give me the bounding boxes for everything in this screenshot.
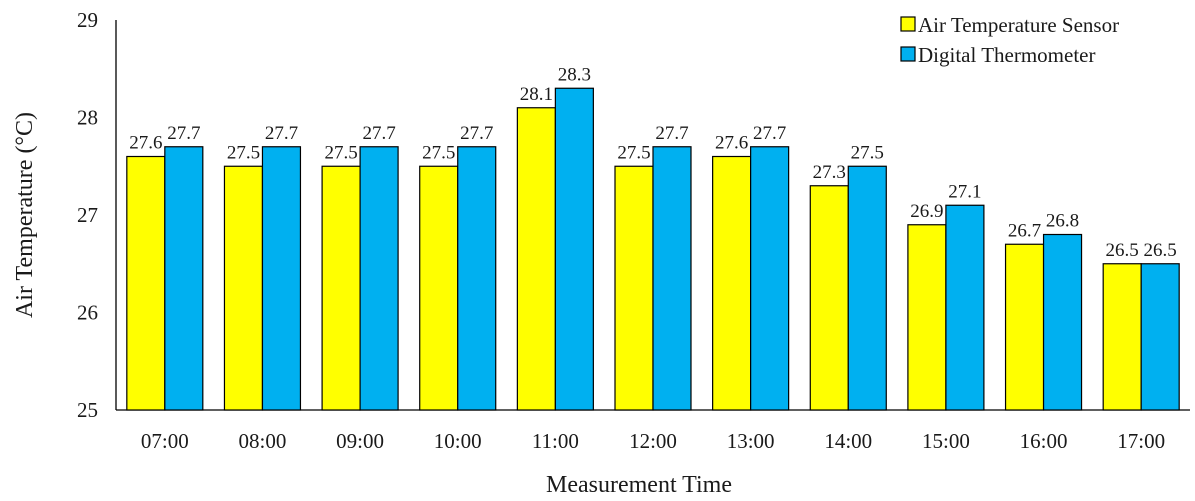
x-tick-label: 13:00 — [727, 429, 775, 453]
data-label: 27.3 — [813, 162, 846, 183]
legend-swatch — [900, 16, 916, 32]
data-label: 26.9 — [910, 201, 943, 222]
bar-air-temperature-sensor — [1102, 263, 1142, 411]
x-tick-label: 09:00 — [336, 429, 384, 453]
x-tick-label: 16:00 — [1020, 429, 1068, 453]
bar-digital-thermometer — [261, 146, 302, 411]
bar-digital-thermometer — [457, 146, 497, 411]
bar-air-temperature-sensor — [419, 165, 459, 411]
bar-air-temperature-sensor — [126, 155, 166, 411]
bars — [126, 87, 1180, 411]
data-label: 26.7 — [1008, 220, 1041, 241]
bar-digital-thermometer — [359, 146, 399, 411]
x-tick-label: 10:00 — [434, 429, 482, 453]
data-label: 27.1 — [948, 181, 981, 202]
data-label: 26.5 — [1144, 240, 1177, 261]
data-label: 27.7 — [753, 123, 786, 144]
x-tick-labels: 07:00 08:00 09:00 10:00 11:00 12:00 13:00 14:00… — [141, 429, 1165, 453]
data-label: 26.8 — [1046, 211, 1079, 232]
data-label: 27.7 — [460, 123, 493, 144]
y-tick-label: 28 — [77, 106, 98, 130]
y-tick-label: 29 — [77, 8, 98, 32]
data-label: 27.5 — [617, 142, 650, 163]
legend-label: Digital Thermometer — [918, 43, 1095, 67]
y-tick-label: 25 — [77, 398, 98, 422]
data-labels: 27.6 27.727.527.727.527.727.527.728.128.3… — [129, 64, 1177, 261]
data-label: 27.7 — [362, 123, 395, 144]
y-tick-label: 27 — [77, 203, 98, 227]
legend: Air Temperature Sensor Digital Thermomete… — [900, 13, 1119, 67]
bar-digital-thermometer — [164, 146, 204, 411]
data-label: 27.6 — [715, 133, 748, 154]
legend-swatch — [900, 46, 916, 62]
data-label: 26.5 — [1106, 240, 1139, 261]
data-label: 27.5 — [851, 142, 884, 163]
bar-air-temperature-sensor — [516, 107, 556, 411]
data-label: 27.5 — [422, 142, 455, 163]
bar-air-temperature-sensor — [907, 224, 947, 411]
bar-digital-thermometer — [750, 146, 790, 411]
x-tick-label: 11:00 — [532, 429, 579, 453]
x-tick-label: 07:00 — [141, 429, 189, 453]
x-tick-label: 08:00 — [239, 429, 287, 453]
x-tick-label: 17:00 — [1117, 429, 1165, 453]
bar-air-temperature-sensor — [1004, 243, 1045, 411]
y-tick-labels: 25 26 27 28 29 — [77, 8, 98, 422]
data-label: 27.7 — [265, 123, 298, 144]
legend-label: Air Temperature Sensor — [918, 13, 1119, 37]
bar-air-temperature-sensor — [223, 165, 264, 411]
x-tick-label: 15:00 — [922, 429, 970, 453]
data-label: 27.7 — [655, 123, 688, 144]
bar-digital-thermometer — [847, 165, 887, 411]
data-label: 28.3 — [558, 64, 591, 85]
data-label: 27.6 — [129, 133, 162, 154]
bar-air-temperature-sensor — [321, 165, 361, 411]
x-tick-label: 14:00 — [824, 429, 872, 453]
bar-digital-thermometer — [945, 204, 985, 411]
data-label: 27.7 — [167, 123, 200, 144]
bar-air-temperature-sensor — [712, 155, 752, 411]
bar-digital-thermometer — [1140, 263, 1180, 411]
x-tick-label: 12:00 — [629, 429, 677, 453]
x-axis-title: Measurement Time — [546, 472, 732, 498]
data-label: 28.1 — [520, 84, 553, 105]
y-tick-label: 26 — [77, 301, 98, 325]
bar-digital-thermometer — [1042, 233, 1083, 411]
bar-digital-thermometer — [652, 146, 692, 411]
y-axis-title: Air Temperature (°C) — [12, 112, 38, 318]
bar-air-temperature-sensor — [614, 165, 654, 411]
bar-digital-thermometer — [554, 87, 594, 411]
data-label: 27.5 — [324, 142, 357, 163]
data-label: 27.5 — [227, 142, 260, 163]
bar-air-temperature-sensor — [809, 185, 849, 411]
